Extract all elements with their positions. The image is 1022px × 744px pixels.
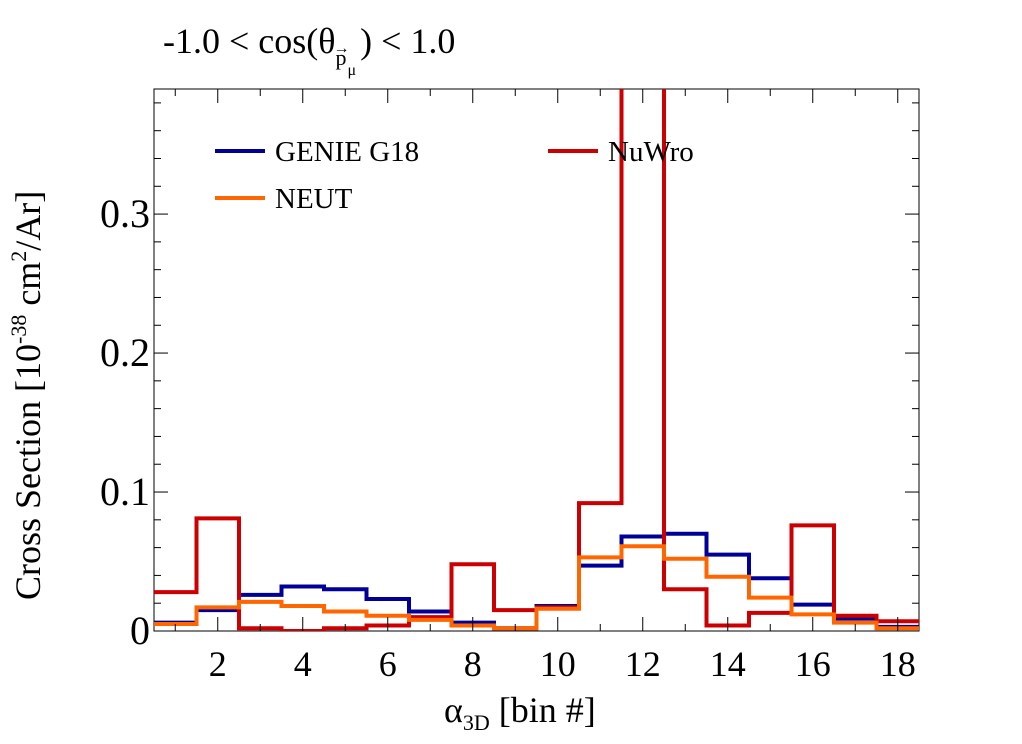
x-tick-label: 2 (209, 644, 227, 684)
legend-label-genie-g18: GENIE G18 (275, 136, 419, 168)
series-layer (154, 89, 919, 631)
x-tick-label: 4 (294, 644, 312, 684)
x-tick-label: 10 (540, 644, 576, 684)
plot-frame (153, 88, 920, 632)
x-tick-label: 14 (710, 644, 746, 684)
legend-label-nuwro: NuWro (608, 136, 694, 168)
y-axis: 0 0.1 0.2 0.3 (100, 102, 919, 653)
x-axis-label: α3D [bin #] (444, 690, 596, 735)
y-tick-label: 0.3 (100, 191, 150, 236)
legend: GENIE G18 NuWro NEUT (215, 136, 694, 215)
y-axis-label: Cross Section [10-38 cm2/Ar] (6, 191, 48, 600)
x-tick-label: 12 (625, 644, 661, 684)
x-tick-label: 18 (880, 644, 916, 684)
y-tick-label: 0 (130, 608, 150, 653)
legend-label-neut: NEUT (275, 183, 353, 215)
x-tick-label: 6 (379, 644, 397, 684)
series-line-nuwro (154, 89, 919, 631)
x-axis: 2 4 6 8 10 12 14 16 18 (174, 89, 916, 684)
x-tick-label: 16 (795, 644, 831, 684)
series-line-neut (154, 544, 919, 631)
x-tick-label: 8 (464, 644, 482, 684)
y-tick-label: 0.2 (100, 330, 150, 375)
y-tick-label: 0.1 (100, 469, 150, 514)
chart-title: -1.0 < cos(θp→ μ) < 1.0 (163, 21, 455, 79)
